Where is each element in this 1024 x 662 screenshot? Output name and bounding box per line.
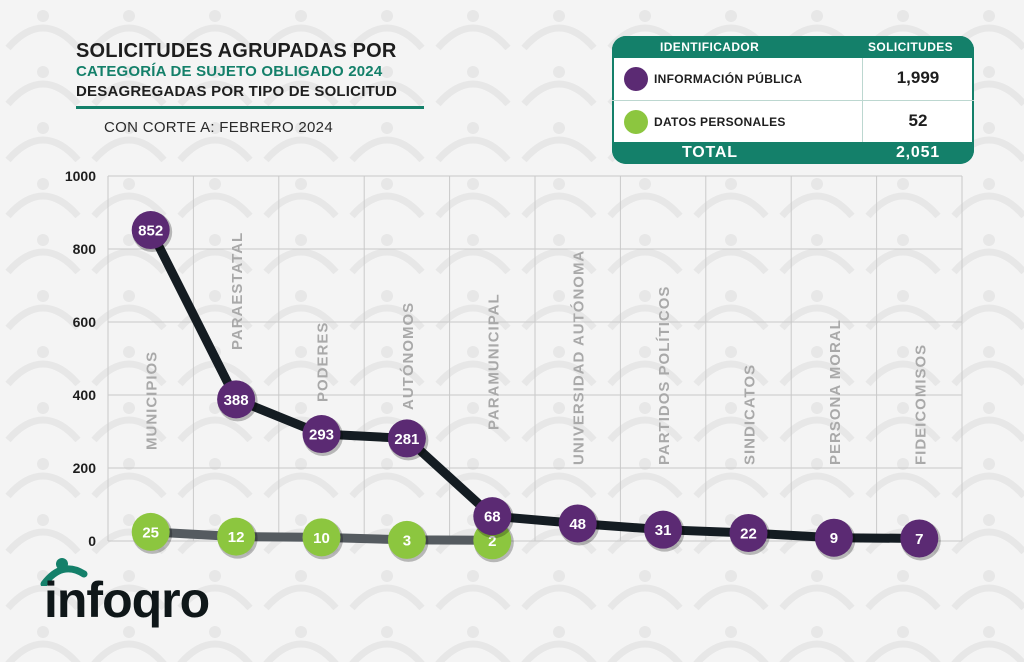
legend-total-row: TOTAL 2,051 bbox=[612, 142, 974, 164]
purple-dot-icon bbox=[624, 67, 648, 91]
total-value: 2,051 bbox=[895, 144, 941, 161]
category-label: PARTIDOS POLÍTICOS bbox=[656, 286, 673, 465]
infoqro-logo: infoqro bbox=[34, 556, 274, 636]
category-label: SINDICATOS bbox=[742, 364, 759, 465]
category-label: PODERES bbox=[315, 322, 332, 402]
legend-label: INFORMACIÓN PÚBLICA bbox=[654, 72, 803, 86]
data-point-informacion-publica bbox=[473, 497, 512, 536]
title-block: SOLICITUDES AGRUPADAS POR CATEGORÍA DE S… bbox=[76, 40, 426, 109]
category-label: UNIVERSIDAD AUTÓNOMA bbox=[570, 250, 588, 465]
data-label: 3 bbox=[403, 532, 411, 549]
category-label: AUTÓNOMOS bbox=[399, 302, 417, 410]
header-identifier: IDENTIFICADOR bbox=[660, 40, 760, 54]
data-label: 68 bbox=[484, 509, 501, 526]
series-line-informacion-publica bbox=[146, 225, 924, 543]
logo-arc-icon bbox=[40, 558, 88, 586]
legend-row-datos-personales: DATOS PERSONALES 52 bbox=[612, 101, 974, 143]
legend-value: 1,999 bbox=[896, 68, 940, 87]
y-tick-label: 400 bbox=[73, 387, 97, 403]
chart-subtitle-category: CATEGORÍA DE SUJETO OBLIGADO 2024 bbox=[76, 63, 383, 80]
data-point-informacion-publica bbox=[814, 518, 853, 557]
legend-table: IDENTIFICADOR SOLICITUDES INFORMACIÓN PÚ… bbox=[612, 36, 974, 164]
data-label: 10 bbox=[313, 530, 330, 547]
category-label: FIDEICOMISOS bbox=[912, 344, 929, 465]
title-underline bbox=[76, 106, 424, 109]
data-label: 9 bbox=[830, 530, 838, 547]
data-label: 25 bbox=[142, 524, 159, 541]
data-label: 852 bbox=[138, 223, 163, 240]
data-point-informacion-publica bbox=[558, 504, 597, 543]
legend-column-divider bbox=[862, 58, 863, 144]
data-label: 2 bbox=[488, 533, 496, 550]
y-tick-label: 200 bbox=[73, 460, 97, 476]
data-point-datos-personales bbox=[131, 512, 170, 551]
data-point-informacion-publica bbox=[217, 380, 256, 419]
data-label: 48 bbox=[569, 516, 586, 533]
header-solicitudes: SOLICITUDES bbox=[868, 40, 954, 54]
data-point-datos-personales bbox=[217, 517, 256, 556]
data-point-datos-personales bbox=[387, 520, 426, 559]
data-point-informacion-publica bbox=[131, 211, 170, 250]
total-label: TOTAL bbox=[682, 144, 738, 161]
category-label: PARAMUNICIPAL bbox=[485, 293, 502, 430]
data-label: 388 bbox=[224, 392, 249, 409]
data-point-datos-personales bbox=[302, 518, 341, 557]
y-tick-label: 800 bbox=[73, 241, 97, 257]
y-tick-label: 1000 bbox=[65, 168, 96, 184]
data-point-informacion-publica bbox=[900, 519, 939, 558]
data-label: 31 bbox=[655, 522, 672, 539]
data-label: 12 bbox=[228, 529, 245, 546]
y-tick-label: 0 bbox=[88, 533, 96, 549]
logo-text: infoqro bbox=[44, 572, 210, 628]
chart-subtitle-breakdown: DESAGREGADAS POR TIPO DE SOLICITUD bbox=[76, 83, 397, 100]
green-dot-icon bbox=[624, 110, 648, 134]
data-point-informacion-publica bbox=[644, 510, 683, 549]
category-label: PARAESTATAL bbox=[229, 232, 246, 350]
data-point-informacion-publica bbox=[729, 513, 768, 552]
legend-value: 52 bbox=[908, 111, 928, 130]
chart-title: SOLICITUDES AGRUPADAS POR bbox=[76, 40, 397, 62]
legend-table-header: IDENTIFICADOR SOLICITUDES bbox=[612, 36, 974, 58]
y-tick-label: 600 bbox=[73, 314, 97, 330]
data-label: 22 bbox=[740, 525, 757, 542]
data-label: 293 bbox=[309, 427, 334, 444]
legend-label: DATOS PERSONALES bbox=[654, 115, 786, 129]
data-point-informacion-publica bbox=[387, 419, 426, 458]
legend-row-informacion-publica: INFORMACIÓN PÚBLICA 1,999 bbox=[612, 58, 974, 101]
data-label: 281 bbox=[394, 431, 419, 448]
data-point-informacion-publica bbox=[302, 415, 341, 454]
category-label: MUNICIPIOS bbox=[144, 351, 161, 450]
cutoff-date: CON CORTE A: FEBRERO 2024 bbox=[104, 119, 333, 136]
category-label: PERSONA MORAL bbox=[827, 319, 844, 465]
data-label: 7 bbox=[915, 531, 923, 548]
